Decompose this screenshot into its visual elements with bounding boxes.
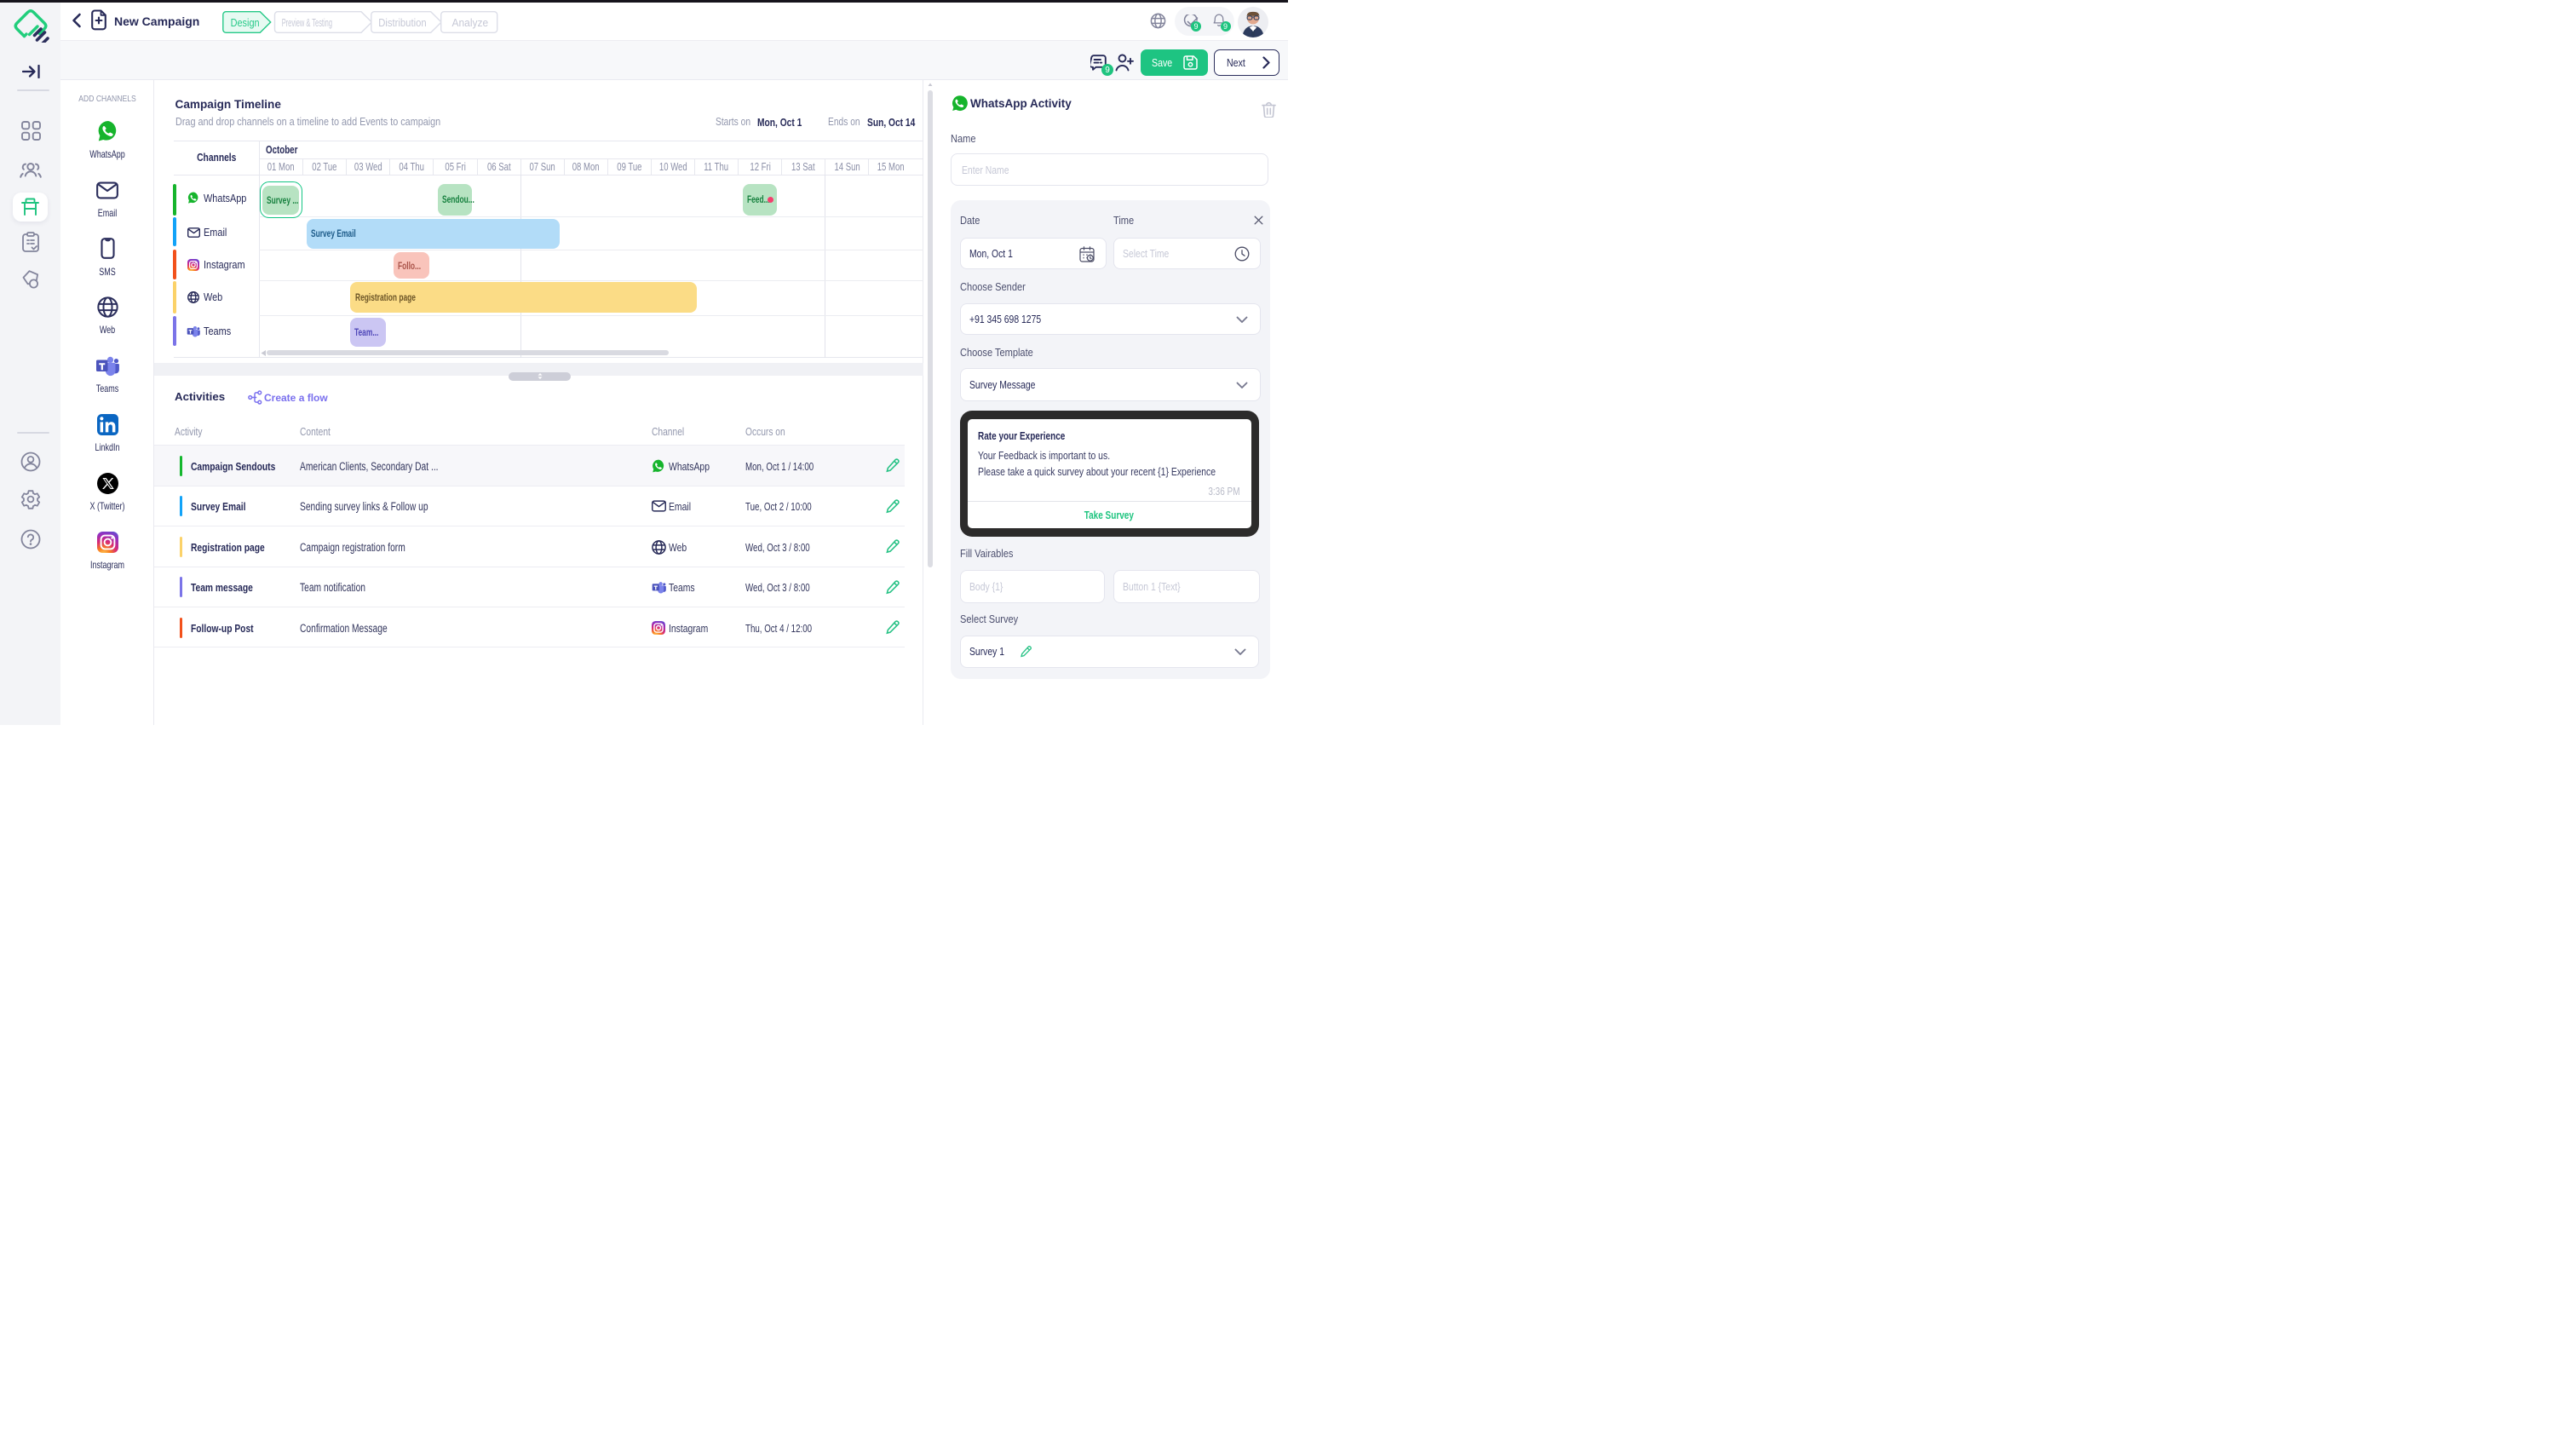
svg-text:Preview & Testing: Preview & Testing xyxy=(282,17,332,29)
svg-text:Analyze: Analyze xyxy=(452,17,489,29)
svg-text:Distribution: Distribution xyxy=(378,17,426,29)
svg-text:Design: Design xyxy=(231,17,260,29)
